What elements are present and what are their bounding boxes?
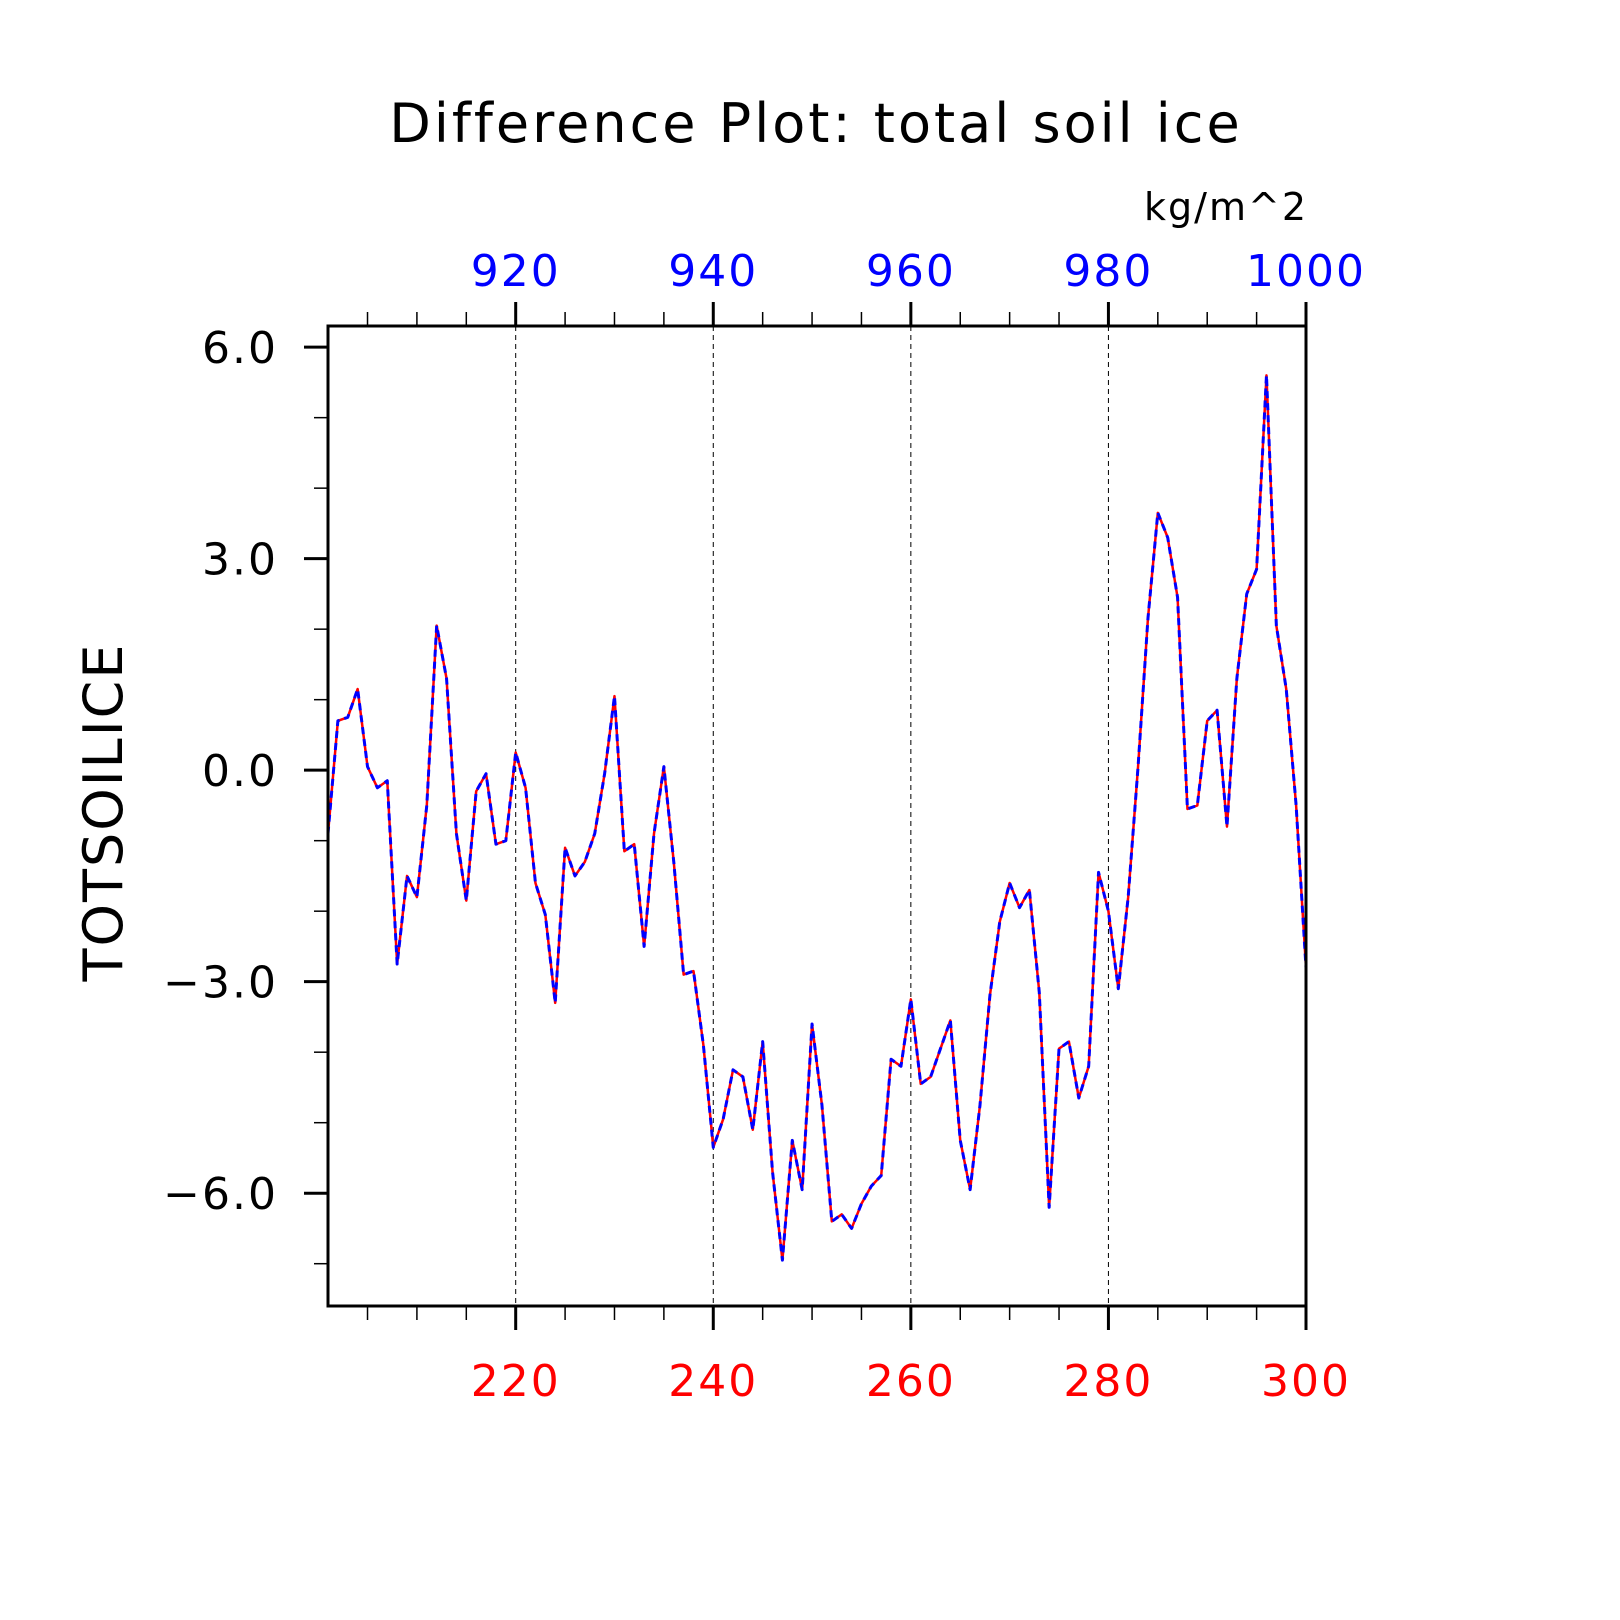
series-line-blue bbox=[326, 373, 1308, 1262]
y-tick-label: −6.0 bbox=[163, 1169, 278, 1220]
units-label: kg/m^2 bbox=[1144, 185, 1308, 229]
y-tick-label: 3.0 bbox=[202, 535, 278, 586]
x-tick-label-bottom: 240 bbox=[668, 1356, 758, 1407]
x-tick-label-top: 980 bbox=[1063, 246, 1153, 297]
axes: 220 240 260 280 300 920 940 960 980 1000 6.0 3.0 0.0… bbox=[163, 246, 1366, 1407]
x-tick-label-top: 1000 bbox=[1246, 246, 1366, 297]
x-tick-label-top: 920 bbox=[471, 246, 561, 297]
x-tick-label-bottom: 220 bbox=[471, 1356, 561, 1407]
y-tick-label: 6.0 bbox=[202, 323, 278, 374]
series-group bbox=[326, 373, 1308, 1262]
y-tick-label: −3.0 bbox=[163, 958, 278, 1009]
y-axis-label: TOTSOILICE bbox=[72, 642, 135, 982]
plot-frame bbox=[326, 324, 1308, 1308]
grid-lines bbox=[515, 326, 1109, 1306]
y-tick-label: 0.0 bbox=[202, 746, 278, 797]
series-line-red bbox=[326, 374, 1308, 1262]
x-tick-label-top: 960 bbox=[866, 246, 956, 297]
chart-title: Difference Plot: total soil ice bbox=[389, 92, 1242, 155]
x-tick-label-bottom: 300 bbox=[1261, 1356, 1351, 1407]
x-tick-label-top: 940 bbox=[668, 246, 758, 297]
x-tick-label-bottom: 280 bbox=[1063, 1356, 1153, 1407]
x-tick-label-bottom: 260 bbox=[866, 1356, 956, 1407]
